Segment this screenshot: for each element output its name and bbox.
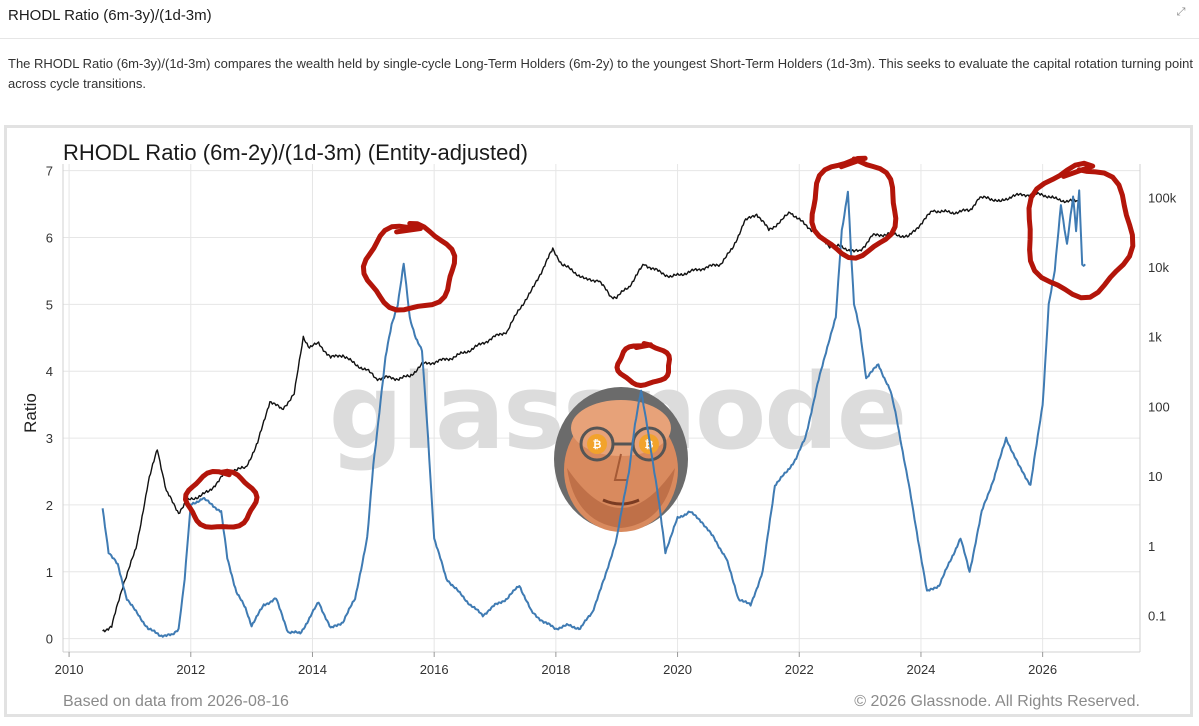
x-tick-label: 2026 xyxy=(1028,662,1057,677)
annotation-circle xyxy=(809,155,899,261)
y2-tick-label: 0.1 xyxy=(1148,609,1166,624)
y2-tick-label: 1k xyxy=(1148,330,1162,345)
chart-description: The RHODL Ratio (6m-3y)/(1d-3m) compares… xyxy=(8,56,1193,91)
chart-frame: glassnode ₿ ₿ 01234567201020122014201620… xyxy=(4,125,1193,717)
series-group xyxy=(101,189,1086,638)
annotation-circle xyxy=(183,468,260,530)
y2-tick-label: 1 xyxy=(1148,539,1155,554)
panel-title: RHODL Ratio (6m-3y)/(1d-3m) xyxy=(8,7,212,24)
y2-tick-label: 100 xyxy=(1148,399,1170,414)
annotation-circle xyxy=(1026,160,1136,301)
y-axis-label: Ratio xyxy=(21,393,40,433)
btc-price-line xyxy=(102,191,1080,633)
y-tick-label: 1 xyxy=(46,565,53,580)
x-tick-label: 2014 xyxy=(298,662,327,677)
rhodl-ratio-line xyxy=(101,189,1086,638)
rhodl-chart: glassnode ₿ ₿ 01234567201020122014201620… xyxy=(21,140,1177,710)
x-tick-label: 2020 xyxy=(663,662,692,677)
annotation-circle xyxy=(614,341,672,388)
annotations xyxy=(183,155,1136,530)
y-tick-label: 4 xyxy=(46,364,53,379)
x-tick-label: 2012 xyxy=(176,662,205,677)
x-tick-label: 2024 xyxy=(906,662,935,677)
y-tick-label: 5 xyxy=(46,297,53,312)
y-tick-label: 2 xyxy=(46,498,53,513)
grid xyxy=(63,164,1140,652)
axes: 0 1 2 3 4 5 6 7 2010 2012 2014 2016 2018 2020 2022 2024… xyxy=(46,164,1177,677)
y2-tick-label: 10k xyxy=(1148,260,1169,275)
svg-text:₿: ₿ xyxy=(645,438,654,451)
annotation-circle xyxy=(360,221,458,313)
y-tick-label: 7 xyxy=(46,164,53,179)
expand-icon[interactable]: ⤢ xyxy=(1176,6,1186,18)
footer-copyright: © 2026 Glassnode. All Rights Reserved. xyxy=(854,693,1140,710)
x-tick-label: 2016 xyxy=(420,662,449,677)
y2-tick-label: 100k xyxy=(1148,190,1177,205)
x-tick-label: 2022 xyxy=(785,662,814,677)
y-tick-label: 6 xyxy=(46,231,53,246)
svg-text:₿: ₿ xyxy=(593,438,602,451)
mascot-face-icon: ₿ ₿ xyxy=(554,387,688,532)
x-tick-label: 2018 xyxy=(541,662,570,677)
footer-data-date: Based on data from 2026-08-16 xyxy=(63,693,289,710)
y-tick-label: 3 xyxy=(46,431,53,446)
y-tick-label: 0 xyxy=(46,632,53,647)
chart-title: RHODL Ratio (6m-2y)/(1d-3m) (Entity-adju… xyxy=(63,140,528,165)
chart-panel-header: RHODL Ratio (6m-3y)/(1d-3m) ⤢ xyxy=(0,0,1199,39)
y2-tick-label: 10 xyxy=(1148,469,1162,484)
x-tick-label: 2010 xyxy=(55,662,84,677)
